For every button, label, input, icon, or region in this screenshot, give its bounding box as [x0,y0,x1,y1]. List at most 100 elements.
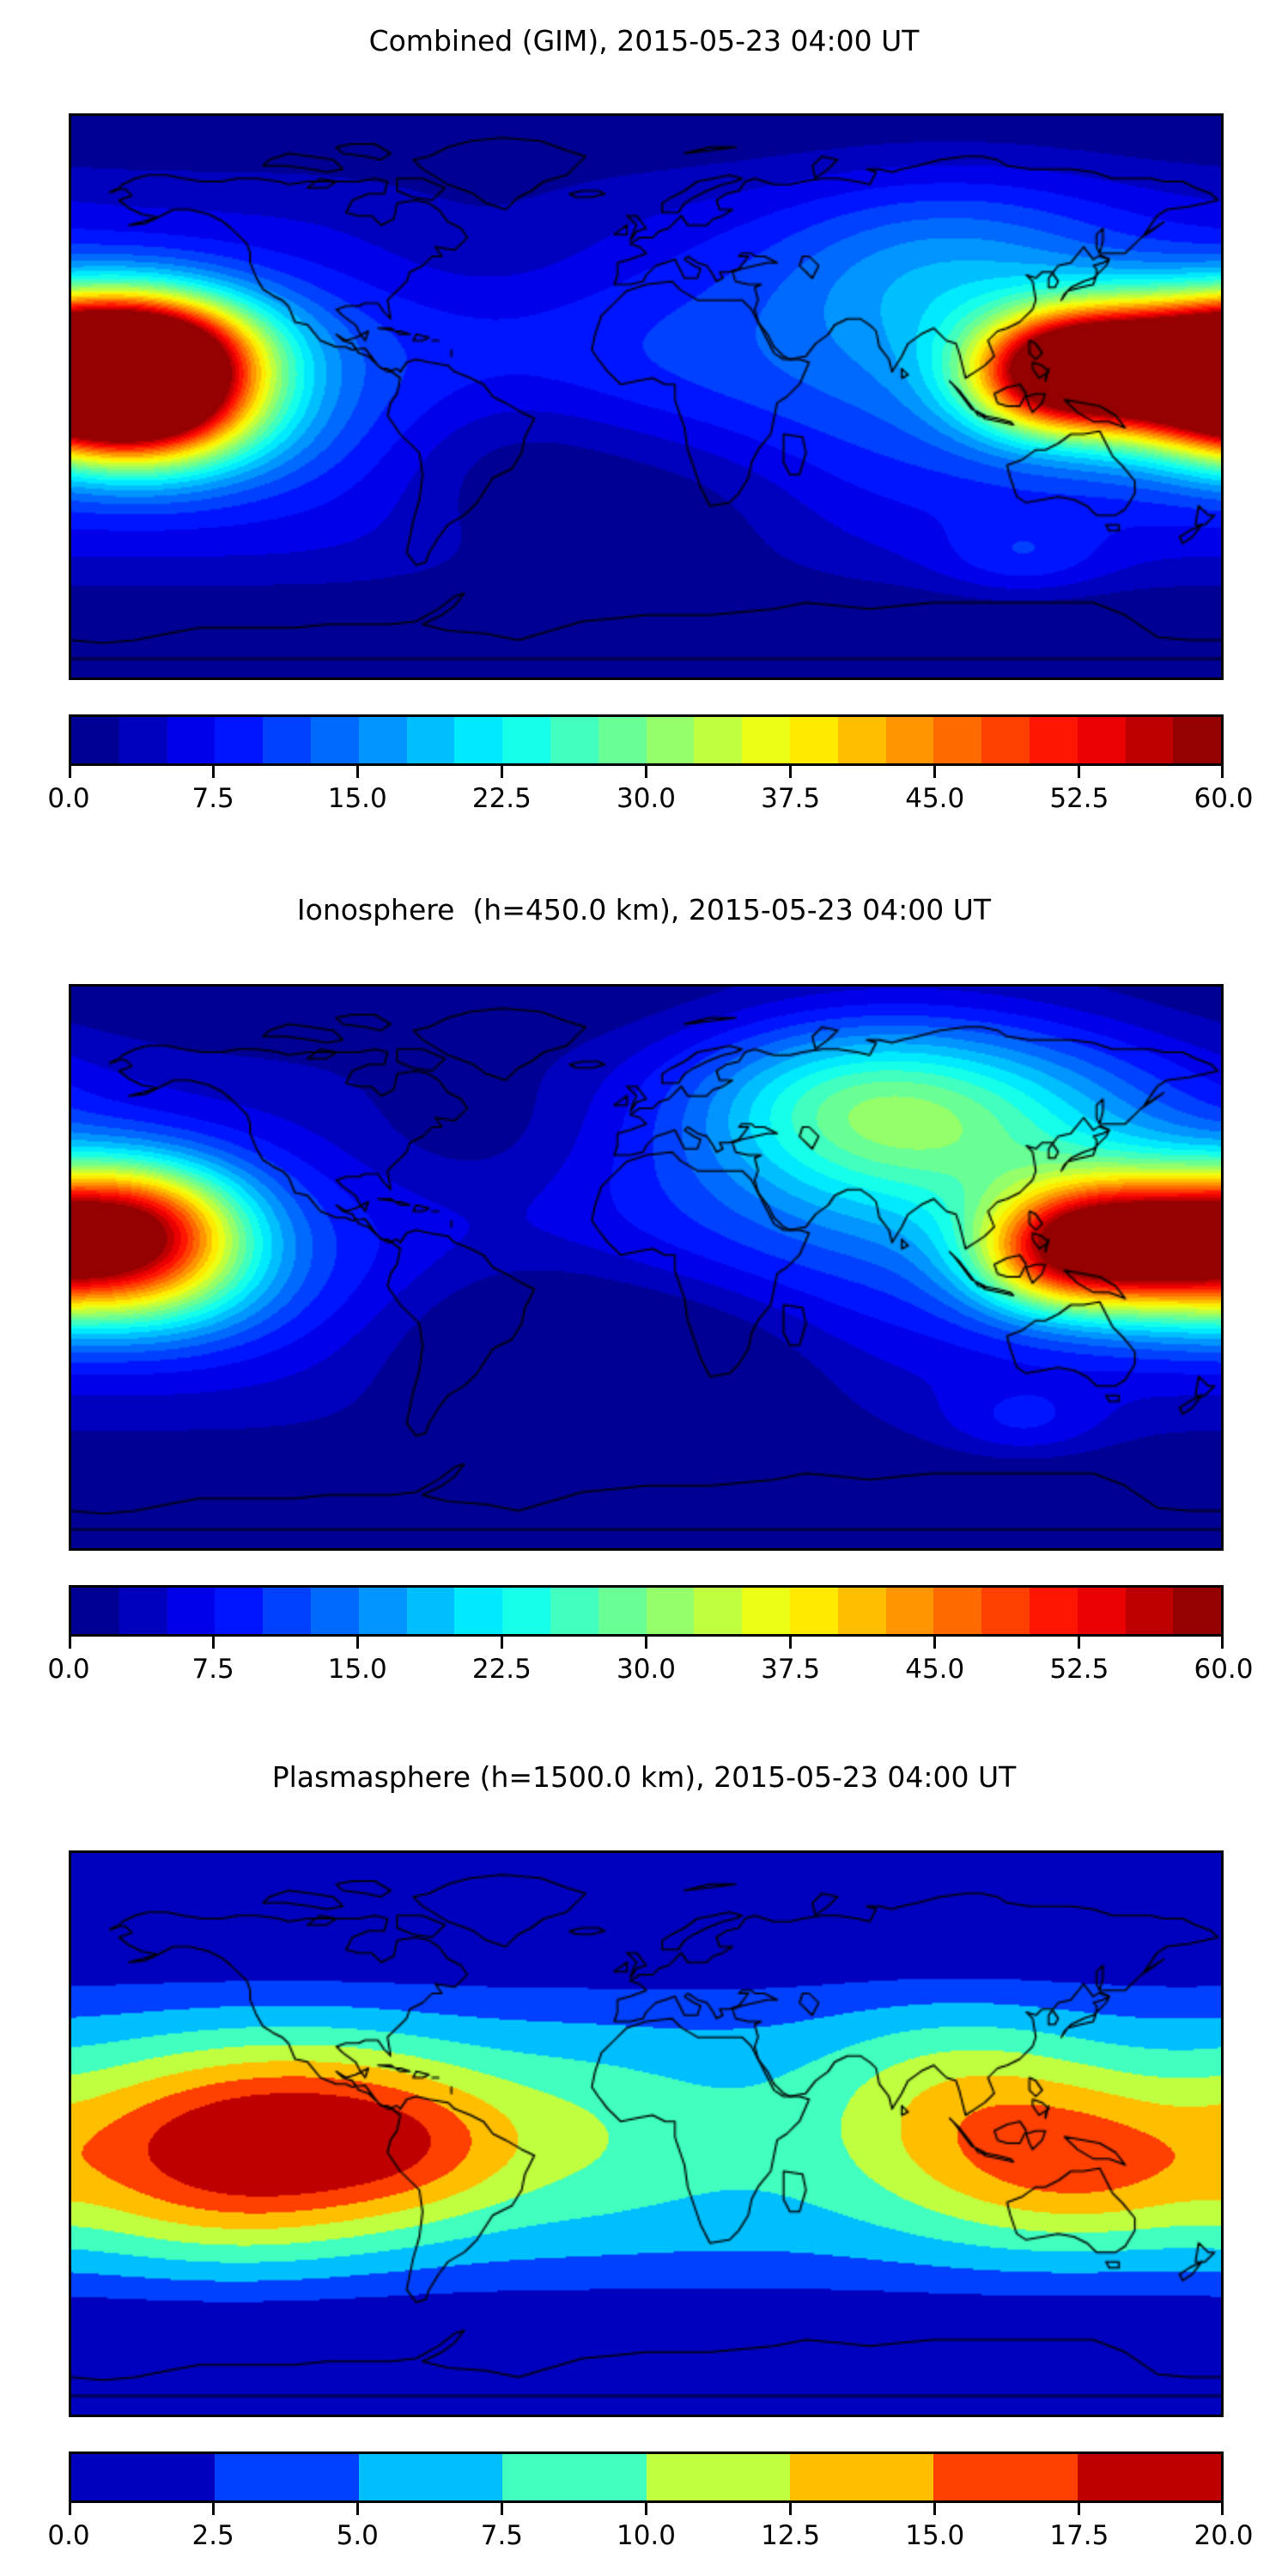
panel-title-combined: Combined (GIM), 2015-05-23 04:00 UT [368,24,920,58]
colorbar-tick-label: 52.5 [1049,1654,1109,1685]
colorbar-tick [355,1637,359,1649]
colorbar-segment [1077,1588,1126,1634]
colorbar-tick-label: 52.5 [1049,783,1109,814]
colorbar-tick [500,2503,503,2515]
colorbar-tick [355,2503,359,2515]
colorbar-tick [211,2503,215,2515]
colorbar-tick-label: 15.0 [905,2520,965,2551]
colorbar-tick-label: 10.0 [616,2520,677,2551]
colorbar-tick-label: 15.0 [327,783,387,814]
colorbar-ticklabels-ionosphere: 0.0 7.5 15.0 22.5 30.0 37.5 45.0 52.5 60.0 [47,1652,1253,1690]
panel-plasmasphere: Plasmasphere (h=1500.0 km), 2015-05-23 0… [0,1739,1288,2576]
colorbar-segment [1125,1588,1174,1634]
colorbar-tick [1221,766,1224,778]
colorbar-tick-label: 37.5 [761,783,821,814]
colorbar-tick [500,766,503,778]
colorbar-segment [885,717,934,763]
colorbar-segment [981,717,1030,763]
colorbar-segment [837,1588,886,1634]
colorbar-ticklabels-plasmasphere: 0.0 2.5 5.0 7.5 10.0 12.5 15.0 17.5 20.0 [47,2518,1253,2556]
colorbar-segment [406,1588,455,1634]
colorbar-segment [598,1588,647,1634]
colorbar-tick-label: 30.0 [616,1654,677,1685]
colorbar-tick-label: 60.0 [1194,783,1254,814]
colorbar-segment [358,1588,407,1634]
colorbar-segment [71,2454,216,2500]
colorbar-segment [646,717,695,763]
colorbar-tick [789,2503,793,2515]
colorbar-segment [1173,717,1222,763]
colorbar-tick [789,1637,793,1649]
colorbar-tick-label: 0.0 [47,1654,90,1685]
colorbar-segment [646,1588,695,1634]
colorbar-tick-label: 45.0 [905,783,965,814]
colorbar-segment [1029,717,1078,763]
colorbar-tick-label: 20.0 [1194,2520,1254,2551]
colorbar-segment [550,1588,598,1634]
colorbar-tick [69,766,71,778]
colorbar-strip-plasmasphere [69,2451,1224,2503]
colorbar-strip-ionosphere [69,1585,1224,1637]
colorbar-segment [1173,1588,1222,1634]
colorbar-segment [981,1588,1030,1634]
map-axes-plasmasphere [69,1850,1224,2417]
colorbar-segment [454,1588,503,1634]
colorbar-tick [933,2503,937,2515]
colorbar-segment [789,2454,934,2500]
colorbar-segment [694,1588,743,1634]
colorbar-tick-label: 37.5 [761,1654,821,1685]
panel-title-ionosphere: Ionosphere (h=450.0 km), 2015-05-23 04:0… [296,893,992,927]
colorbar-segment [502,2454,647,2500]
colorbar-segment [71,717,119,763]
colorbar-tick-label: 12.5 [761,2520,821,2551]
colorbar-tick [1221,2503,1224,2515]
colorbar-tick [1221,1637,1224,1649]
colorbar-segment [263,1588,311,1634]
colorbar-tick-label: 22.5 [471,1654,532,1685]
colorbar-segment [646,2454,790,2500]
colorbar-tick [933,1637,937,1649]
colorbar-segment [1125,717,1174,763]
colorbar-ticks-ionosphere [69,1637,1224,1650]
colorbar-tick-label: 0.0 [47,2520,90,2551]
colorbar-strip-combined [69,714,1224,766]
colorbar-segment [1029,1588,1078,1634]
colorbar-segment [358,717,407,763]
colorbar-segment [167,1588,216,1634]
colorbar-segment [598,717,647,763]
colorbar-ticklabels-combined: 0.0 7.5 15.0 22.5 30.0 37.5 45.0 52.5 60.0 [47,781,1253,819]
colorbar-tick [1078,1637,1081,1649]
colorbar-segment [167,717,216,763]
colorbar-segment [358,2454,503,2500]
colorbar-segment [933,1588,982,1634]
colorbar-tick [69,1637,71,1649]
colorbar-segment [933,2454,1078,2500]
panel-title-plasmasphere: Plasmasphere (h=1500.0 km), 2015-05-23 0… [271,1760,1017,1794]
colorbar-segment [837,717,886,763]
colorbar-segment [1077,717,1126,763]
colorbar-tick-label: 17.5 [1049,2520,1109,2551]
colorbar-tick-label: 22.5 [471,783,532,814]
colorbar-segment [550,717,598,763]
colorbar-segment [789,1588,838,1634]
colorbar-segment [215,2454,359,2500]
colorbar-tick-label: 60.0 [1194,1654,1254,1685]
colorbar-tick [933,766,937,778]
colorbar-segment [694,717,743,763]
colorbar-tick [789,766,793,778]
colorbar-tick [1078,2503,1081,2515]
colorbar-segment [118,1588,167,1634]
colorbar-segment [502,1588,550,1634]
colorbar-segment [933,717,982,763]
colorbar-segment [454,717,503,763]
tec-map-combined [71,116,1221,677]
colorbar-ticks-plasmasphere [69,2503,1224,2517]
colorbar-segment [885,1588,934,1634]
colorbar-segment [310,1588,359,1634]
colorbar-tick-label: 45.0 [905,1654,965,1685]
colorbar-tick-label: 7.5 [191,1654,234,1685]
colorbar-tick [645,1637,647,1649]
colorbar-ticks-combined [69,766,1224,780]
colorbar-segment [1077,2454,1221,2500]
colorbar-segment [742,717,790,763]
